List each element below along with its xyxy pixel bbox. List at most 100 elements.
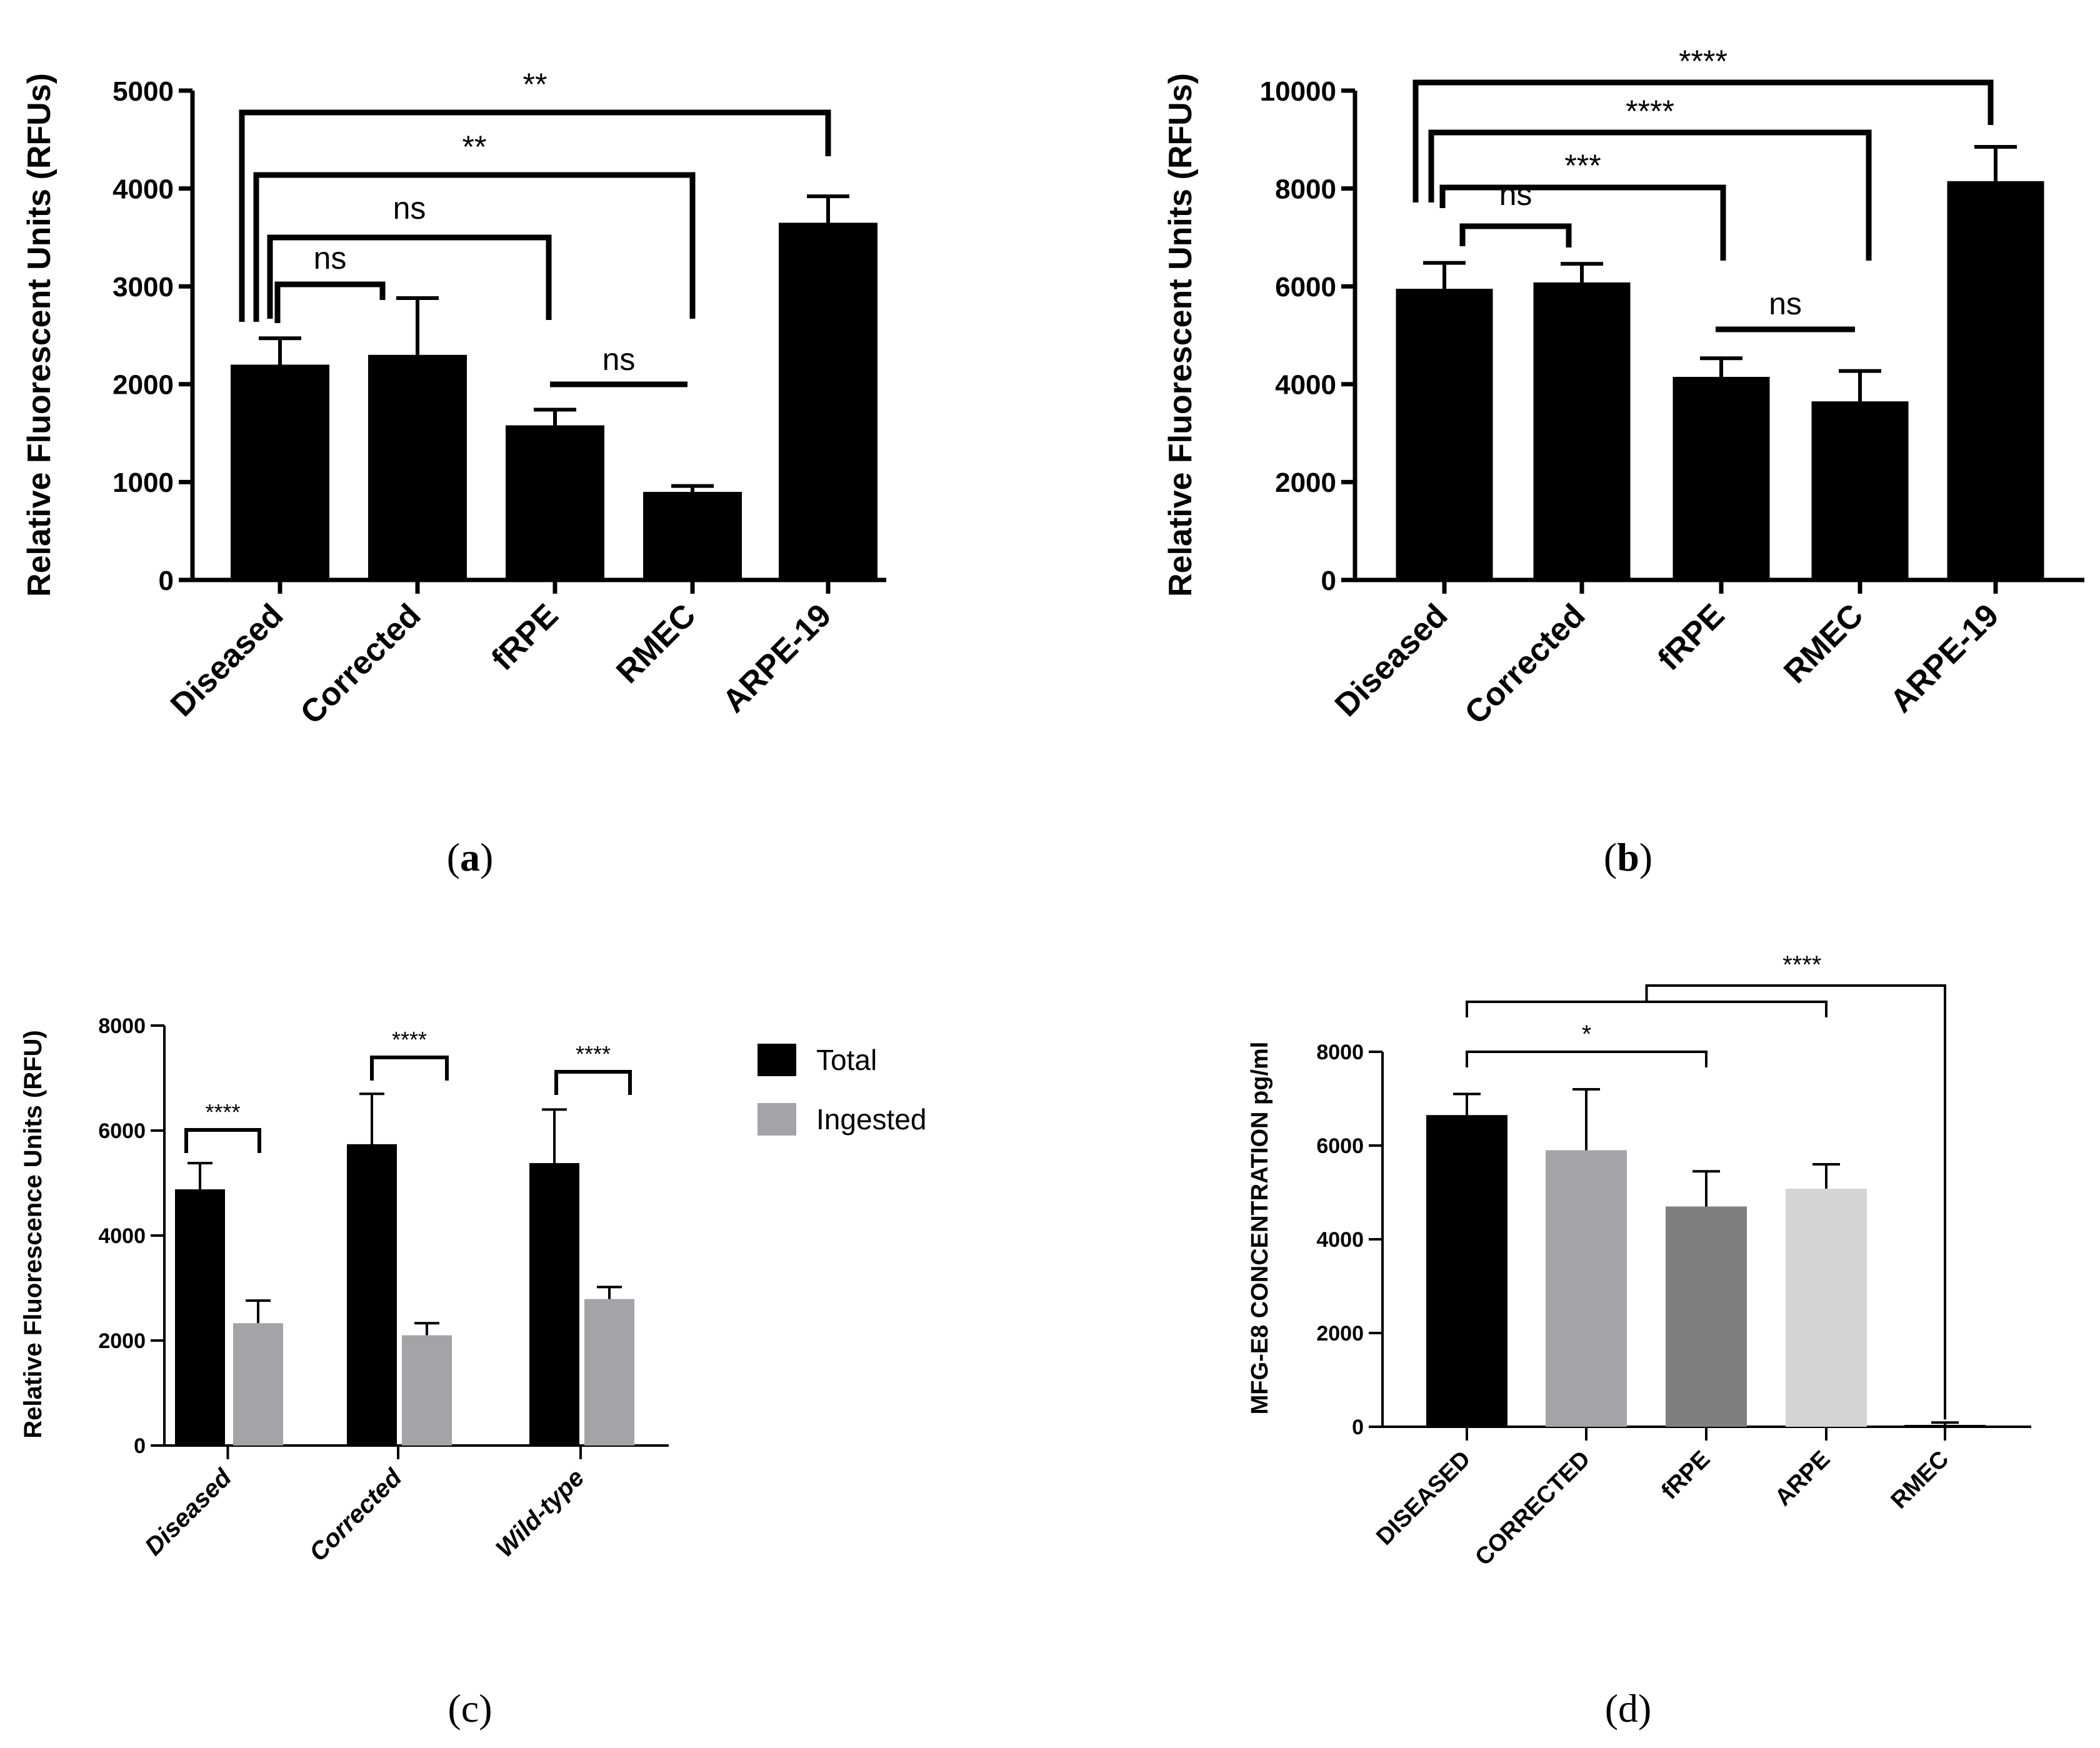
y-tick-label: 0 [1321, 566, 1336, 596]
significance-bracket [267, 234, 552, 320]
x-tick-label: fRPE [1656, 1446, 1715, 1505]
significance-label: ns [314, 241, 347, 276]
significance-label: * [1582, 1021, 1592, 1048]
y-tick-label: 4000 [98, 1224, 146, 1248]
bar [584, 1299, 634, 1446]
y-tick-label: 10000 [1260, 76, 1336, 107]
bar [1947, 181, 2044, 581]
y-tick-label: 8000 [1275, 174, 1336, 204]
x-tick-label: RMEC [1886, 1446, 1954, 1514]
significance-label: ns [602, 342, 636, 377]
x-tick-label: ARPE-19 [1883, 597, 2006, 719]
x-tick-label: ARPE [1770, 1446, 1835, 1511]
y-tick-label: 4000 [1316, 1228, 1364, 1252]
bar [231, 364, 329, 580]
y-tick-label: 0 [1352, 1416, 1364, 1439]
significance-bracket [239, 109, 831, 322]
bar [1904, 1425, 1986, 1427]
bar [1533, 282, 1631, 580]
significance-bracket [1645, 984, 1946, 1420]
significance-label: *** [1564, 148, 1601, 183]
bar [1426, 1115, 1508, 1427]
bar [175, 1189, 225, 1446]
legend-label: Total [816, 1044, 877, 1076]
chart-panel-b: 0 2000 4000 6000 8000 10000 Relative Fluoresce… [1162, 44, 2084, 731]
x-tick-label: DISEASED [1371, 1446, 1476, 1551]
significance-bracket [1439, 184, 1726, 261]
bar [402, 1335, 452, 1446]
legend-swatch [758, 1103, 796, 1136]
significance-label: ** [523, 67, 548, 102]
y-tick-label: 1000 [112, 467, 174, 498]
y-axis-title: Relative Fluorescence Units (RFU) [19, 1030, 47, 1439]
y-tick-label: 3000 [112, 272, 174, 302]
bar [1546, 1150, 1627, 1427]
significance-bracket [1466, 1001, 1828, 1017]
x-tick-label: Corrected [304, 1463, 408, 1567]
x-tick-label: Diseased [140, 1463, 238, 1561]
bar [643, 492, 742, 580]
x-tick-label: Wild-type [491, 1464, 589, 1562]
bar [347, 1144, 397, 1446]
significance-bracket [253, 172, 696, 322]
significance-bracket [1412, 79, 1994, 202]
legend-label: Ingested [816, 1103, 926, 1136]
y-axis-title: Relative Fluorescent Units (RFUs) [1162, 73, 1199, 597]
y-tick-label: 6000 [1316, 1134, 1364, 1158]
bar [1672, 377, 1770, 580]
significance-bracket [1428, 129, 1872, 261]
x-tick-label: Diseased [1328, 597, 1454, 723]
y-tick-label: 8000 [98, 1014, 146, 1038]
bar [779, 222, 878, 580]
legend-swatch [758, 1044, 796, 1076]
significance-label: **** [1782, 951, 1821, 979]
significance-label: ns [1769, 286, 1802, 321]
y-tick-label: 4000 [1275, 370, 1336, 401]
bar [1811, 401, 1909, 580]
panel-label-b: (b) [1604, 835, 1652, 879]
x-tick-label: RMEC [609, 597, 702, 690]
significance-label: **** [1679, 44, 1728, 79]
y-tick-label: 0 [159, 566, 174, 596]
significance-label: **** [205, 1099, 240, 1125]
x-tick-label: fRPE [485, 597, 566, 677]
significance-bracket [1466, 1051, 1708, 1067]
significance-label: **** [1626, 94, 1674, 129]
y-tick-label: 0 [134, 1434, 146, 1458]
significance-label: **** [576, 1041, 611, 1067]
y-axis-title: MFG-E8 CONCENTRATION pg/ml [1247, 1042, 1273, 1415]
y-tick-label: 2000 [1316, 1322, 1364, 1346]
y-tick-label: 5000 [112, 76, 174, 107]
y-tick-label: 2000 [112, 370, 174, 401]
significance-bracket [274, 281, 386, 323]
x-tick-label: ARPE-19 [716, 597, 838, 719]
x-tick-label: RMEC [1777, 597, 1870, 690]
x-tick-label: Diseased [164, 597, 290, 723]
y-tick-label: 2000 [1275, 467, 1336, 498]
x-tick-label: fRPE [1651, 597, 1732, 677]
x-tick-label: Corrected [294, 597, 428, 731]
significance-bracket [1459, 223, 1572, 247]
y-axis-title: Relative Fluorescent Units (RFUs) [21, 73, 58, 597]
y-tick-label: 6000 [98, 1119, 146, 1143]
chart-panel-c: 0 2000 4000 6000 8000 Relative Fluorescence U… [19, 1014, 926, 1567]
significance-label: **** [392, 1027, 427, 1052]
bar [233, 1323, 283, 1446]
panel-label-c: (c) [448, 1686, 492, 1731]
panel-label-d: (d) [1605, 1686, 1652, 1731]
panel-label-a: (a) [447, 835, 494, 879]
bar [529, 1163, 579, 1446]
y-tick-label: 8000 [1316, 1041, 1364, 1064]
y-tick-label: 4000 [112, 174, 174, 204]
significance-bracket [370, 1056, 449, 1081]
y-tick-label: 6000 [1275, 272, 1336, 302]
bar [1786, 1189, 1867, 1427]
x-tick-label: Corrected [1458, 597, 1592, 731]
y-tick-label: 2000 [98, 1329, 146, 1353]
significance-label: ** [462, 129, 487, 164]
significance-bracket [184, 1128, 261, 1153]
significance-bracket [554, 1070, 632, 1095]
significance-label: ns [1499, 177, 1532, 212]
bar [1666, 1206, 1747, 1427]
